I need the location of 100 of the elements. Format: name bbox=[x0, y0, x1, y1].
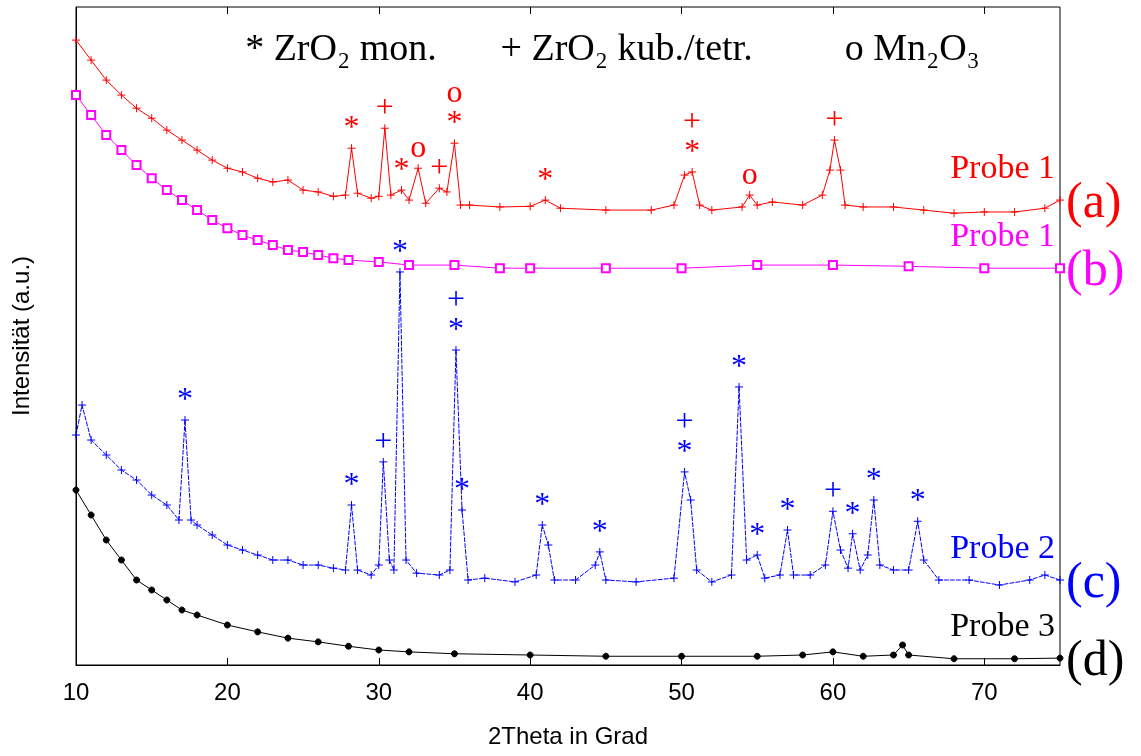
point bbox=[72, 486, 80, 494]
annotation: * bbox=[343, 108, 360, 145]
annotation: (c) bbox=[1066, 552, 1122, 609]
x-axis-title: 2Theta in Grad bbox=[487, 721, 649, 749]
point bbox=[345, 642, 352, 650]
annotation: (b) bbox=[1066, 240, 1125, 297]
point bbox=[899, 641, 907, 649]
annotation: (a) bbox=[1066, 172, 1122, 229]
point bbox=[267, 240, 278, 251]
point bbox=[600, 263, 611, 274]
point bbox=[450, 650, 458, 658]
x-tick-label: 70 bbox=[970, 677, 998, 705]
x-tick-label: 20 bbox=[214, 677, 241, 705]
point bbox=[1055, 263, 1065, 274]
point bbox=[903, 261, 914, 272]
annotation: + bbox=[825, 100, 844, 137]
annotation: (d) bbox=[1066, 630, 1125, 687]
point bbox=[752, 260, 763, 271]
point bbox=[237, 230, 248, 241]
annotation: * bbox=[537, 160, 554, 197]
x-tick-label: 30 bbox=[365, 677, 393, 705]
point bbox=[676, 263, 687, 274]
annotation: + ZrO₂ kub./tetr. bbox=[500, 26, 753, 68]
point bbox=[298, 246, 309, 257]
annotation: * bbox=[534, 485, 551, 522]
point bbox=[405, 648, 413, 656]
annotation: + bbox=[823, 471, 842, 508]
annotation: o bbox=[741, 155, 758, 192]
series-label: Probe 1 bbox=[950, 215, 1055, 253]
series-label: Probe 2 bbox=[950, 527, 1055, 565]
annotation: * bbox=[844, 493, 861, 530]
point bbox=[133, 576, 141, 584]
point bbox=[313, 250, 324, 261]
point bbox=[979, 263, 990, 274]
point bbox=[678, 652, 686, 660]
point bbox=[178, 606, 186, 614]
point bbox=[282, 245, 293, 256]
point bbox=[101, 130, 112, 141]
point bbox=[373, 256, 384, 267]
annotation: * ZrO₂ mon. bbox=[245, 26, 437, 68]
point bbox=[827, 260, 838, 271]
annotation: o bbox=[410, 128, 427, 165]
point bbox=[1011, 655, 1019, 663]
point bbox=[1056, 654, 1064, 662]
point bbox=[86, 110, 97, 121]
point bbox=[799, 651, 807, 659]
point bbox=[148, 586, 156, 594]
point bbox=[314, 638, 322, 646]
annotation: * bbox=[343, 465, 360, 502]
point bbox=[526, 651, 534, 659]
annotation: * bbox=[391, 231, 408, 268]
point bbox=[905, 651, 913, 659]
point bbox=[525, 263, 536, 274]
series-label: Probe 3 bbox=[950, 605, 1055, 643]
point bbox=[252, 235, 263, 246]
point bbox=[328, 253, 339, 264]
point bbox=[102, 536, 110, 544]
annotation: * bbox=[779, 490, 796, 527]
point bbox=[829, 648, 837, 656]
point bbox=[87, 511, 95, 519]
annotation: * bbox=[731, 346, 748, 383]
point bbox=[343, 255, 354, 266]
point bbox=[131, 160, 142, 171]
point bbox=[161, 185, 172, 196]
annotation: + bbox=[374, 421, 393, 458]
annotation: * bbox=[591, 511, 608, 548]
annotation: + bbox=[375, 88, 394, 125]
point bbox=[375, 646, 383, 654]
point bbox=[494, 263, 505, 274]
point bbox=[71, 90, 81, 101]
point bbox=[192, 205, 203, 216]
annotation: * bbox=[393, 150, 410, 187]
point bbox=[222, 223, 233, 234]
y-axis-title: Intensität (a.u.) bbox=[6, 255, 34, 417]
annotation: * bbox=[454, 470, 471, 507]
annotation: * bbox=[909, 481, 926, 518]
point bbox=[449, 260, 460, 271]
point bbox=[404, 260, 415, 271]
point bbox=[163, 596, 171, 604]
annotation: * bbox=[177, 380, 193, 417]
point bbox=[117, 556, 125, 564]
annotation: + bbox=[430, 148, 449, 185]
point bbox=[254, 628, 262, 636]
annotation: * bbox=[749, 515, 766, 552]
point bbox=[284, 634, 292, 642]
x-tick-label: 60 bbox=[819, 677, 847, 705]
annotation: o Mn₂O₃ bbox=[844, 26, 980, 68]
x-tick-label: 10 bbox=[62, 677, 90, 705]
point bbox=[602, 652, 610, 660]
point bbox=[950, 655, 958, 663]
point bbox=[859, 652, 867, 660]
series-label: Probe 1 bbox=[950, 147, 1055, 185]
point bbox=[223, 621, 231, 629]
point bbox=[146, 173, 157, 184]
point bbox=[176, 195, 187, 206]
point bbox=[753, 652, 761, 660]
point bbox=[116, 145, 127, 156]
x-tick-label: 50 bbox=[668, 677, 695, 705]
x-tick-label: 40 bbox=[516, 677, 544, 705]
point bbox=[889, 651, 897, 659]
